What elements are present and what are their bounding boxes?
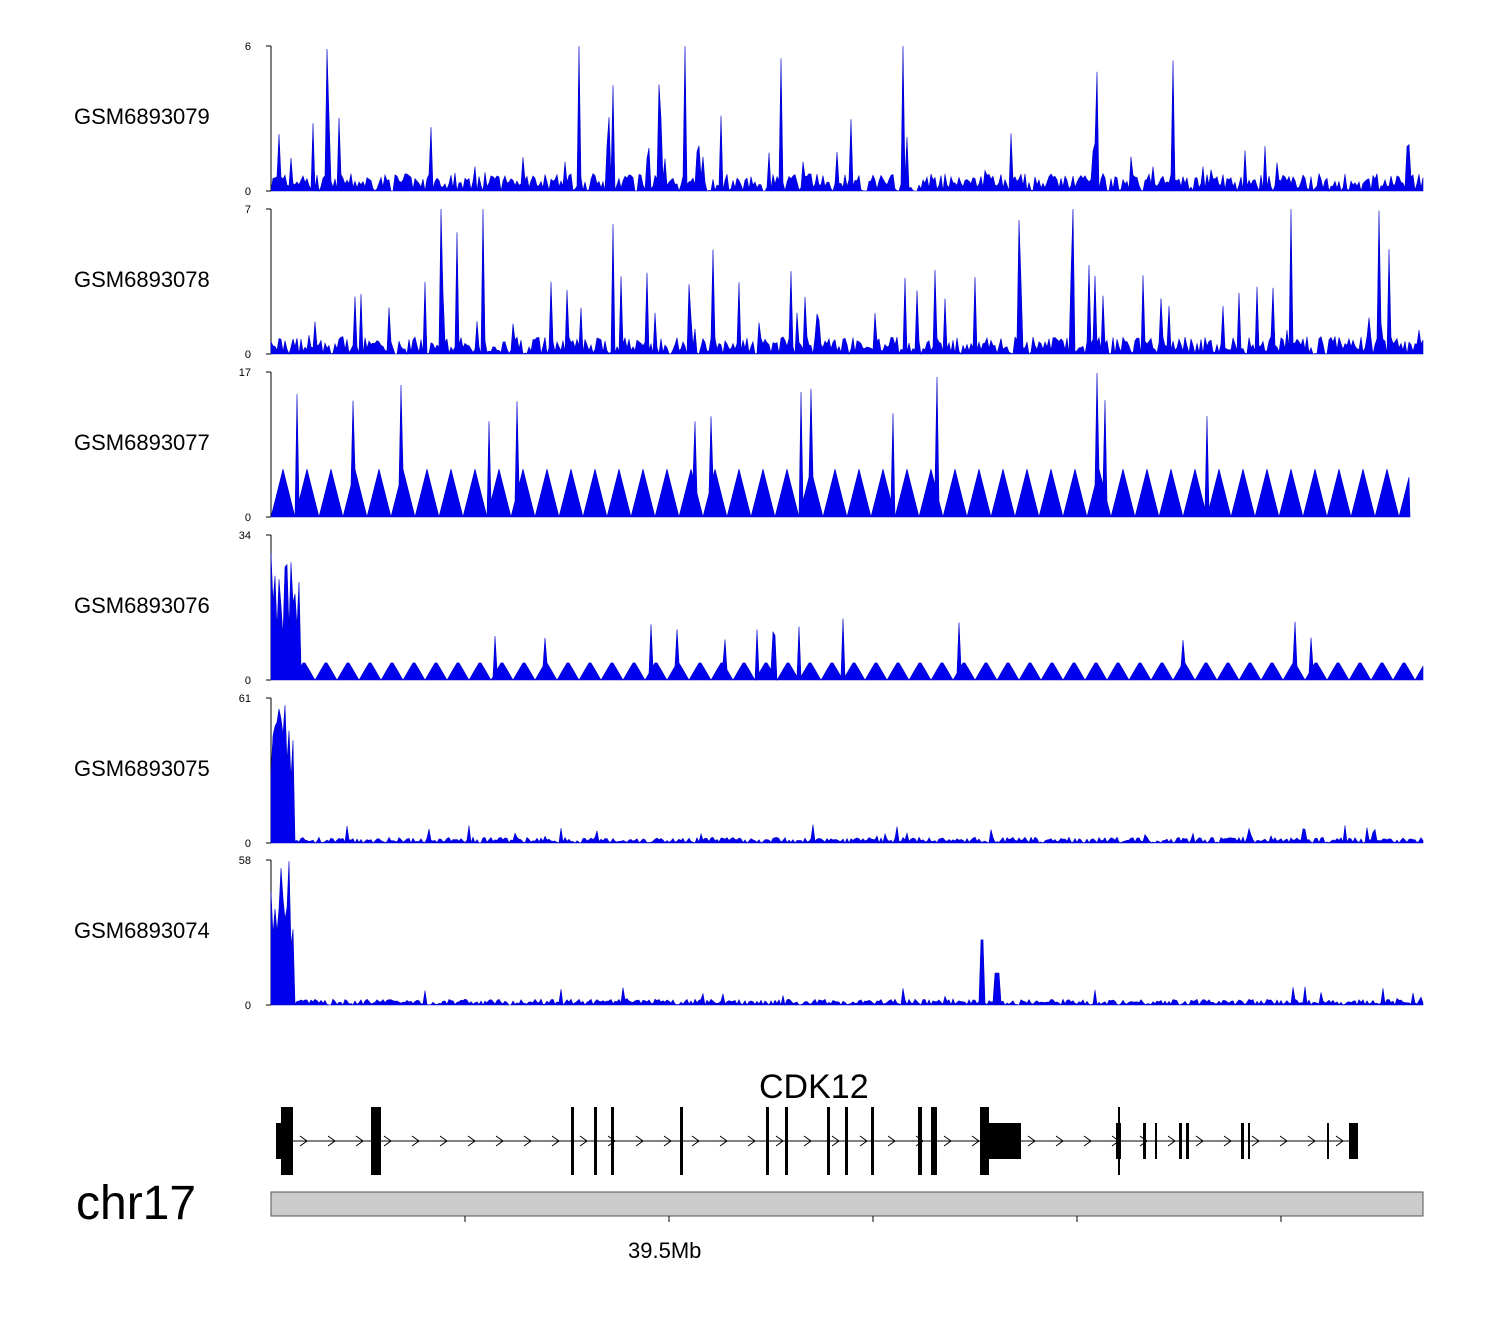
track-label-2: GSM6893078 [74,267,210,292]
gene-exon [989,1123,1021,1159]
gene-exon [1327,1123,1329,1159]
strand-arrow [1195,1135,1204,1147]
strand-arrow [635,1135,644,1147]
y-min-label-2: 0 [245,349,251,361]
gene-exon [611,1107,614,1175]
track-label-1: GSM6893079 [74,104,210,129]
strand-arrow [1083,1135,1092,1147]
coverage-area-6 [270,861,1424,1007]
strand-arrow [1223,1135,1232,1147]
strand-arrow [1307,1135,1316,1147]
strand-arrow [327,1135,336,1147]
gene-exon [571,1107,574,1175]
strand-arrow [1279,1135,1288,1147]
strand-arrow [747,1135,756,1147]
y-min-label-1: 0 [245,186,251,198]
strand-arrow [551,1135,560,1147]
y-max-label-3: 17 [239,367,251,379]
strand-arrow [971,1135,980,1147]
strand-arrow [1139,1135,1148,1147]
gene-exon [1248,1123,1250,1159]
strand-arrow [1251,1135,1260,1147]
strand-arrow [691,1135,700,1147]
strand-arrow [719,1135,728,1147]
strand-arrow [1027,1135,1036,1147]
gene-exon [371,1107,381,1175]
chromosome-label: chr17 [76,1177,197,1230]
gene-exon [871,1107,874,1175]
strand-arrow [383,1135,392,1147]
y-max-label-6: 58 [239,855,251,867]
gene-exon [845,1107,848,1175]
gene-exon [594,1107,597,1175]
y-max-label-4: 34 [239,530,251,542]
strand-arrow [411,1135,420,1147]
strand-arrow [887,1135,896,1147]
gene-exon [1349,1123,1358,1159]
gene-exon [1143,1123,1146,1159]
strand-arrow [803,1135,812,1147]
y-max-label-1: 6 [245,41,251,53]
track-label-5: GSM6893075 [74,756,210,781]
gene-exon [931,1107,937,1175]
gene-exon [281,1107,293,1175]
chromosome-ideogram [270,1191,1424,1217]
strand-arrow [355,1135,364,1147]
coverage-area-1 [270,45,1424,193]
coverage-area-2 [270,208,1424,356]
coverage-area-5 [270,705,1424,844]
gene-exon [980,1107,989,1175]
track-label-4: GSM6893076 [74,593,210,618]
strand-arrow [523,1135,532,1147]
gene-exon [680,1107,683,1175]
gene-exon [785,1107,788,1175]
y-min-label-5: 0 [245,838,251,850]
gene-exon [1155,1123,1157,1159]
strand-arrow [495,1135,504,1147]
strand-arrow [1167,1135,1176,1147]
strand-arrow [943,1135,952,1147]
strand-arrow [831,1135,840,1147]
y-min-label-4: 0 [245,675,251,687]
gene-exon [1186,1123,1189,1159]
gene-name-label: CDK12 [759,1068,869,1106]
strand-arrow [775,1135,784,1147]
strand-arrow [467,1135,476,1147]
axis-tick-label: 39.5Mb [628,1238,702,1263]
strand-arrow [607,1135,616,1147]
gene-exon [827,1107,830,1175]
strand-arrow [299,1135,308,1147]
coverage-area-4 [270,553,1424,682]
gene-exon [276,1123,282,1159]
strand-arrow [439,1135,448,1147]
gene-exon [766,1107,769,1175]
y-min-label-6: 0 [245,1000,251,1012]
gene-exon [918,1107,922,1175]
strand-arrow [663,1135,672,1147]
track-label-6: GSM6893074 [74,918,210,943]
y-max-label-5: 61 [239,693,251,705]
y-max-label-2: 7 [245,204,251,216]
strand-arrow [859,1135,868,1147]
y-min-label-3: 0 [245,512,251,524]
gene-exon [1179,1123,1182,1159]
coverage-area-3 [270,372,1411,518]
track-label-3: GSM6893077 [74,430,210,455]
gene-exon [1118,1107,1120,1175]
gene-exon [1241,1123,1244,1159]
strand-arrow [1335,1135,1344,1147]
strand-arrow [579,1135,588,1147]
strand-arrow [1055,1135,1064,1147]
